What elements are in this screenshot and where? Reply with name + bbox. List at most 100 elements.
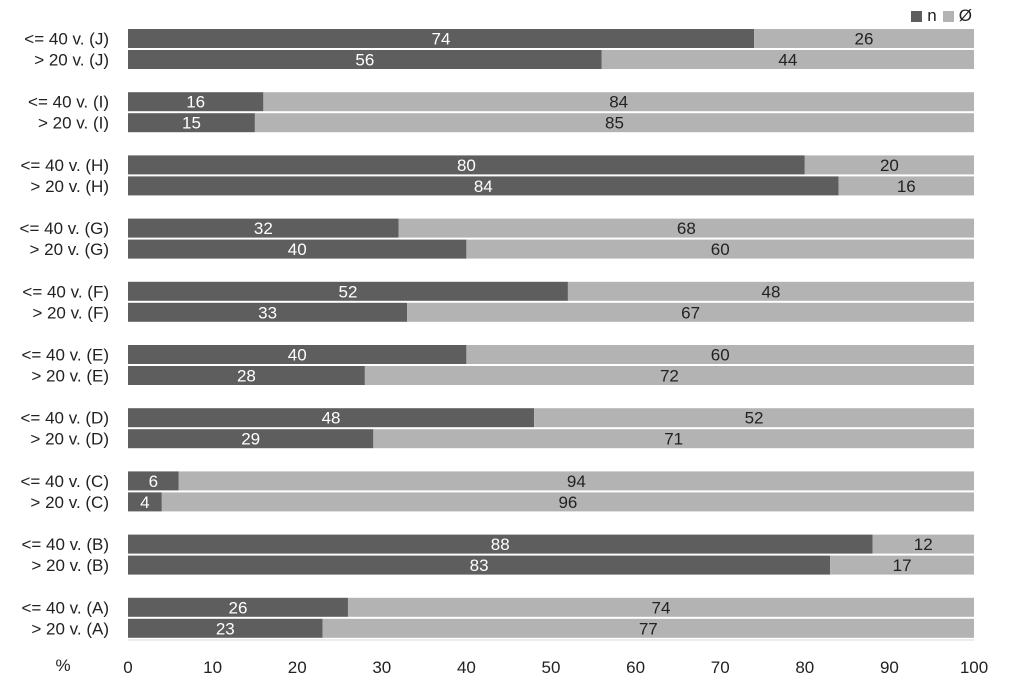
bar-segment-n [128,492,162,512]
data-label-n: 84 [474,177,493,196]
x-tick-label: 40 [457,658,476,677]
category-label: <= 40 v. (H) [21,156,110,175]
bar-segment-n [128,429,374,449]
data-label-n: 4 [140,493,149,512]
x-tick-label: 0 [123,658,132,677]
bar-segment-n [128,618,323,638]
data-label-n: 83 [470,556,489,575]
legend-swatch-empty [942,10,954,22]
data-label-empty: 84 [609,93,628,112]
category-label: <= 40 v. (E) [21,346,109,365]
x-tick-label: 80 [795,658,814,677]
data-label-empty: 17 [893,556,912,575]
x-tick-label: 70 [711,658,730,677]
category-label: > 20 v. (F) [32,303,109,322]
category-label: > 20 v. (J) [34,51,109,70]
legend-item-empty: Ø [942,6,972,26]
category-label: > 20 v. (A) [31,619,109,638]
data-label-n: 88 [491,535,510,554]
data-label-empty: 26 [855,30,874,49]
bar-segment-empty [466,239,974,259]
data-label-n: 33 [258,303,277,322]
data-label-empty: 12 [914,535,933,554]
bar-segment-n [128,50,602,69]
data-label-n: 80 [457,156,476,175]
category-label: <= 40 v. (F) [22,282,109,301]
data-label-n: 15 [182,114,201,133]
data-label-empty: 71 [664,430,683,449]
data-label-n: 29 [241,430,260,449]
x-tick-label: 30 [372,658,391,677]
data-label-n: 26 [229,598,248,617]
bar-segment-n [128,534,873,554]
data-label-n: 74 [432,30,451,49]
x-tick-label: 60 [626,658,645,677]
data-label-empty: 68 [677,219,696,238]
data-label-empty: 44 [778,51,797,70]
category-label: > 20 v. (B) [31,556,109,575]
data-label-empty: 20 [880,156,899,175]
data-label-empty: 77 [639,619,658,638]
category-label: > 20 v. (C) [30,493,109,512]
chart-legend: n Ø [911,6,972,26]
x-tick-label: 10 [203,658,222,677]
bar-segment-empty [601,50,974,69]
category-label: > 20 v. (H) [30,177,109,196]
bar-segment-empty [373,429,975,449]
data-label-n: 40 [288,346,307,365]
legend-item-n: n [911,6,937,26]
data-label-empty: 52 [745,409,764,428]
category-label: <= 40 v. (I) [28,93,109,112]
data-label-empty: 16 [897,177,916,196]
data-label-n: 6 [149,472,158,491]
bar-segment-empty [754,29,974,48]
data-label-empty: 48 [761,282,780,301]
bar-segment-n [128,176,839,196]
category-label: <= 40 v. (B) [21,535,109,554]
data-label-empty: 60 [711,346,730,365]
bar-segment-empty [398,218,975,238]
data-label-n: 16 [186,93,205,112]
bar-segment-empty [830,555,974,575]
bar-segment-empty [322,618,975,638]
category-label: <= 40 v. (D) [21,409,110,428]
bar-segment-n [128,218,399,238]
legend-label-empty: Ø [958,6,972,25]
data-label-n: 23 [216,619,235,638]
category-label: > 20 v. (D) [30,430,109,449]
legend-swatch-n [911,10,923,22]
data-label-n: 28 [237,367,256,386]
legend-label-n: n [927,6,937,25]
x-tick-label: 20 [288,658,307,677]
bar-segment-n [128,92,264,112]
data-label-n: 52 [338,282,357,301]
x-axis-label: % [55,656,70,675]
bar-segment-empty [804,155,974,175]
bar-segment-n [128,281,568,301]
data-label-n: 32 [254,219,273,238]
bar-segment-n [128,408,535,428]
category-label: <= 40 v. (C) [21,472,110,491]
category-label: > 20 v. (I) [38,114,109,133]
bar-segment-empty [534,408,974,428]
data-label-empty: 67 [681,303,700,322]
category-label: <= 40 v. (A) [21,598,109,617]
bar-segment-n [128,155,805,175]
bar-segment-n [128,597,348,617]
data-label-empty: 96 [558,493,577,512]
data-label-empty: 94 [567,472,586,491]
bar-segment-empty [161,492,975,512]
bar-segment-n [128,345,467,364]
category-label: > 20 v. (G) [29,240,109,259]
bar-segment-n [128,471,179,491]
bar-segment-empty [178,471,974,491]
x-tick-label: 50 [542,658,561,677]
bar-segment-n [128,113,255,133]
data-label-empty: 74 [652,598,671,617]
bar-segment-empty [567,281,974,301]
x-tick-label: 100 [960,658,988,677]
bar-segment-n [128,239,467,259]
data-label-empty: 85 [605,114,624,133]
bar-segment-empty [347,597,975,617]
